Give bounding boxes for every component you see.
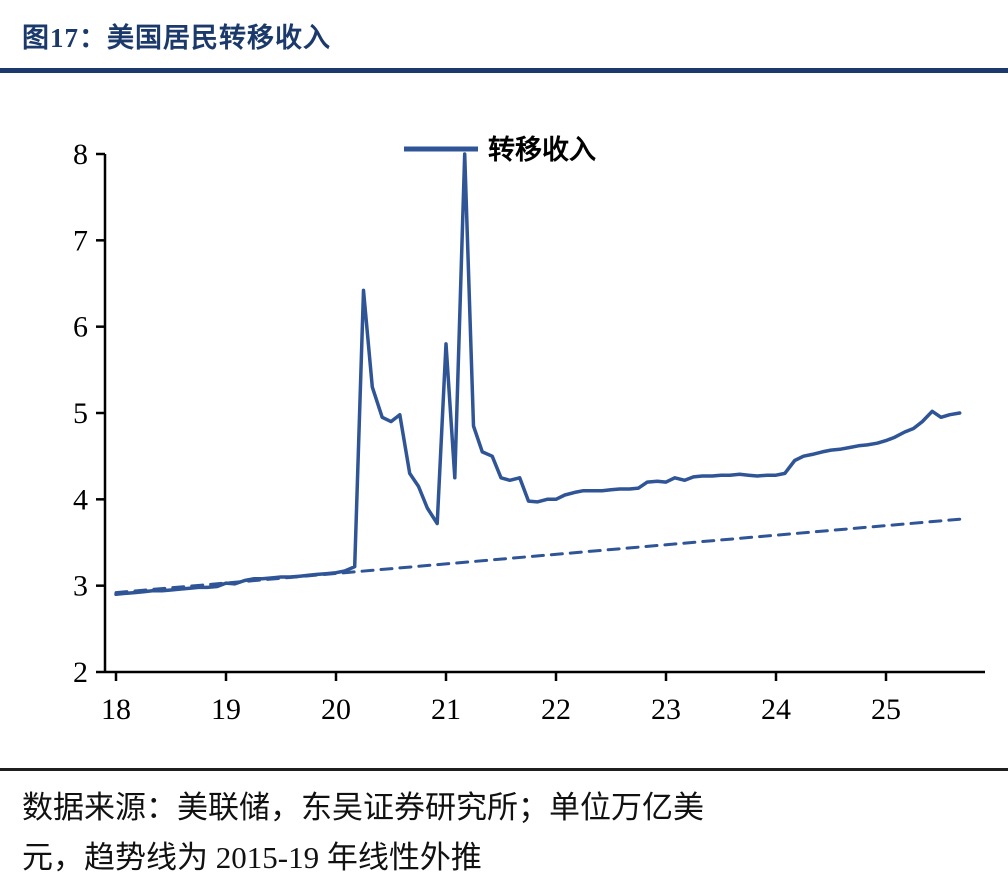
x-tick-label: 18	[101, 693, 131, 726]
y-tick-label: 6	[73, 311, 88, 344]
chart-area: 2 3 4 5 6 7 8 18 19 20 21 22 23 24 25 转移收入	[0, 89, 1008, 764]
series-trend-line	[114, 517, 962, 595]
y-tick-label: 3	[73, 570, 88, 603]
source-note-line1: 数据来源：美联储，东吴证券研究所；单位万亿美	[22, 790, 704, 825]
x-tick-label: 24	[761, 693, 791, 726]
y-tick-label: 4	[73, 483, 88, 516]
series-transfer-income	[114, 152, 962, 597]
y-tick-label: 8	[73, 138, 88, 171]
source-note-line2: 元，趋势线为 2015-19 年线性外推	[22, 839, 482, 875]
figure-title: 图17：美国居民转移收入	[22, 23, 331, 53]
y-tick-label: 5	[73, 397, 88, 430]
x-tick-label: 20	[321, 693, 351, 726]
y-tick-label: 7	[73, 224, 88, 257]
source-note: 数据来源：美联储，东吴证券研究所；单位万亿美 元，趋势线为 2015-19 年线…	[0, 768, 1008, 882]
x-tick-label: 22	[541, 693, 571, 726]
x-tick-label: 21	[431, 693, 461, 726]
x-tick-label: 23	[651, 693, 681, 726]
y-tick-label: 2	[73, 656, 88, 689]
x-tick-label: 19	[211, 693, 241, 726]
title-divider	[0, 68, 1008, 73]
figure-header: 图17：美国居民转移收入	[0, 0, 1008, 55]
legend-label: 转移收入	[488, 135, 596, 165]
x-tick-label: 25	[871, 693, 901, 726]
